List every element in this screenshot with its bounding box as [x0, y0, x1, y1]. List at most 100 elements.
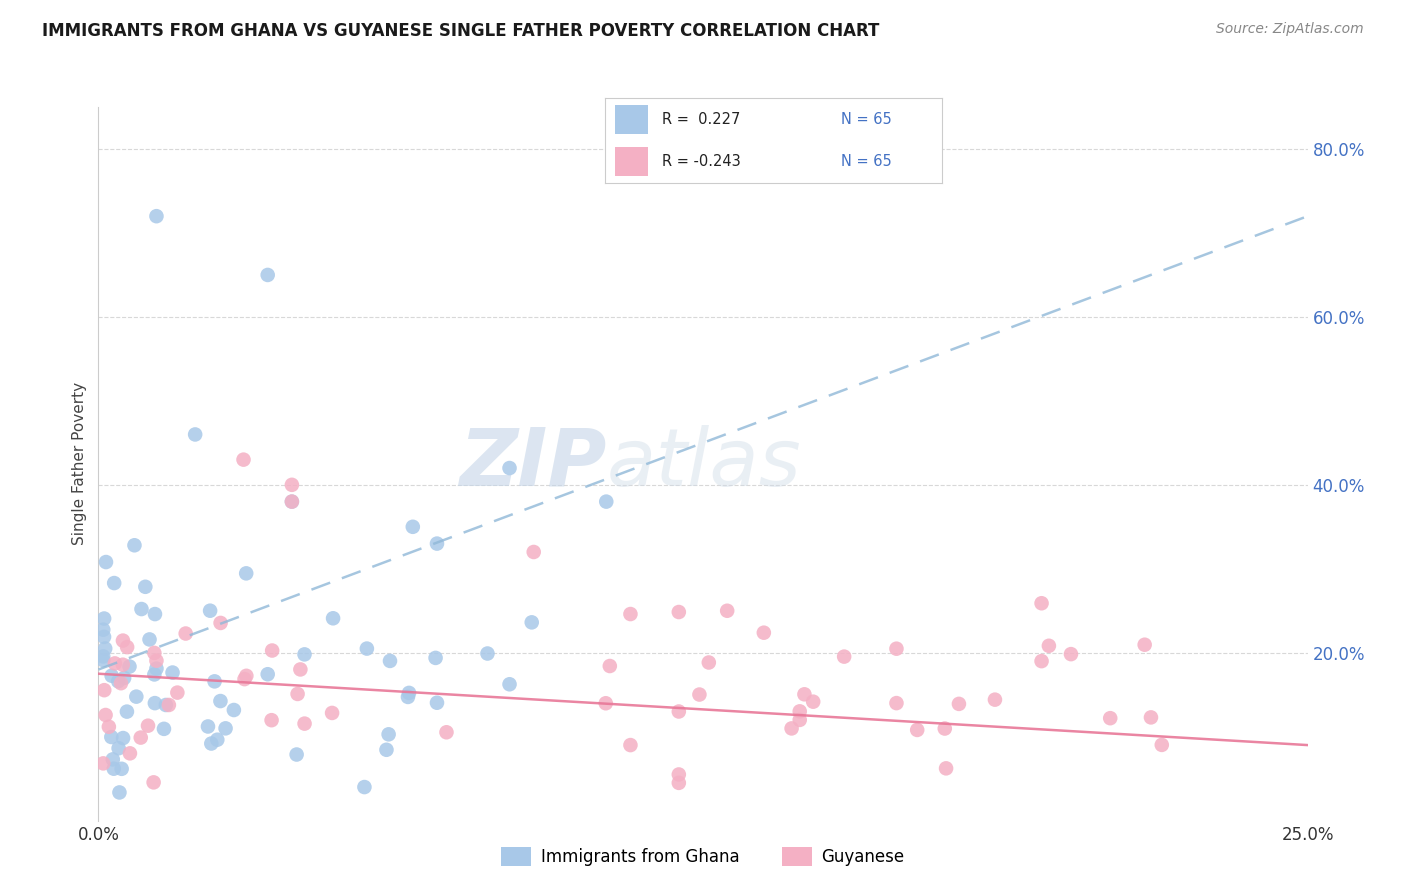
Point	[94, 708, 117, 723]
Point	[1060, 647, 1083, 661]
Point	[375, 743, 398, 757]
Point	[1099, 711, 1122, 725]
Text: N = 65: N = 65	[841, 154, 891, 169]
Point	[801, 695, 824, 709]
Point	[143, 646, 166, 660]
Point	[207, 732, 229, 747]
Point	[523, 545, 546, 559]
Point	[599, 659, 621, 673]
Text: Source: ZipAtlas.com: Source: ZipAtlas.com	[1216, 22, 1364, 37]
Point	[125, 690, 148, 704]
Point	[103, 762, 125, 776]
Point	[101, 752, 124, 766]
Point	[793, 687, 815, 701]
Legend: Immigrants from Ghana, Guyanese: Immigrants from Ghana, Guyanese	[495, 840, 911, 873]
Text: R = -0.243: R = -0.243	[662, 154, 741, 169]
Point	[426, 696, 449, 710]
Point	[162, 665, 184, 680]
Point	[143, 607, 166, 621]
Point	[477, 647, 499, 661]
Point	[94, 555, 117, 569]
Text: IMMIGRANTS FROM GHANA VS GUYANESE SINGLE FATHER POVERTY CORRELATION CHART: IMMIGRANTS FROM GHANA VS GUYANESE SINGLE…	[42, 22, 880, 40]
Point	[145, 209, 167, 223]
Point	[832, 649, 855, 664]
Point	[322, 611, 344, 625]
Point	[143, 667, 166, 681]
Point	[155, 698, 177, 712]
Point	[153, 722, 176, 736]
Point	[174, 626, 197, 640]
Point	[752, 625, 775, 640]
Point	[138, 632, 160, 647]
Point	[222, 703, 245, 717]
Point	[281, 494, 304, 508]
Point	[145, 662, 167, 676]
Point	[232, 452, 254, 467]
Point	[1038, 639, 1060, 653]
Point	[668, 767, 690, 781]
Point	[356, 641, 378, 656]
Point	[209, 615, 232, 630]
Point	[110, 676, 132, 690]
Point	[396, 690, 419, 704]
Point	[780, 722, 803, 736]
Point	[281, 494, 304, 508]
Point	[111, 633, 134, 648]
Point	[1031, 654, 1053, 668]
Point	[94, 641, 117, 656]
Point	[425, 651, 447, 665]
Point	[112, 731, 135, 745]
Point	[204, 674, 226, 689]
Point	[281, 478, 304, 492]
Text: N = 65: N = 65	[841, 112, 891, 127]
Point	[118, 747, 141, 761]
Point	[285, 747, 308, 762]
Point	[619, 738, 641, 752]
Point	[886, 641, 908, 656]
Point	[984, 692, 1007, 706]
Point	[668, 705, 690, 719]
Point	[789, 704, 811, 718]
Point	[520, 615, 543, 630]
Point	[321, 706, 343, 720]
Point	[100, 669, 122, 683]
Point	[1150, 738, 1173, 752]
Point	[256, 268, 278, 282]
Text: ZIP: ZIP	[458, 425, 606, 503]
Point	[115, 705, 138, 719]
Point	[157, 698, 180, 712]
Point	[200, 737, 222, 751]
Point	[688, 688, 710, 702]
Point	[111, 762, 134, 776]
Point	[262, 643, 284, 657]
Point	[104, 657, 127, 671]
Point	[260, 713, 283, 727]
Point	[668, 605, 690, 619]
Point	[100, 730, 122, 744]
Point	[498, 461, 520, 475]
Point	[184, 427, 207, 442]
Point	[498, 677, 520, 691]
Point	[97, 720, 120, 734]
Point	[294, 648, 316, 662]
Point	[789, 713, 811, 727]
Point	[353, 780, 375, 794]
Point	[668, 776, 690, 790]
Text: R =  0.227: R = 0.227	[662, 112, 741, 127]
Point	[426, 536, 449, 550]
Point	[886, 696, 908, 710]
Point	[124, 538, 146, 552]
Point	[143, 696, 166, 710]
Point	[935, 761, 957, 775]
Point	[619, 607, 641, 621]
Point	[91, 756, 114, 771]
Point	[1133, 638, 1156, 652]
Point	[93, 611, 115, 625]
Point	[697, 656, 720, 670]
Text: atlas: atlas	[606, 425, 801, 503]
Y-axis label: Single Father Poverty: Single Father Poverty	[72, 383, 87, 545]
Point	[233, 672, 256, 686]
Point	[136, 719, 159, 733]
Point	[107, 674, 129, 689]
Point	[91, 623, 114, 637]
